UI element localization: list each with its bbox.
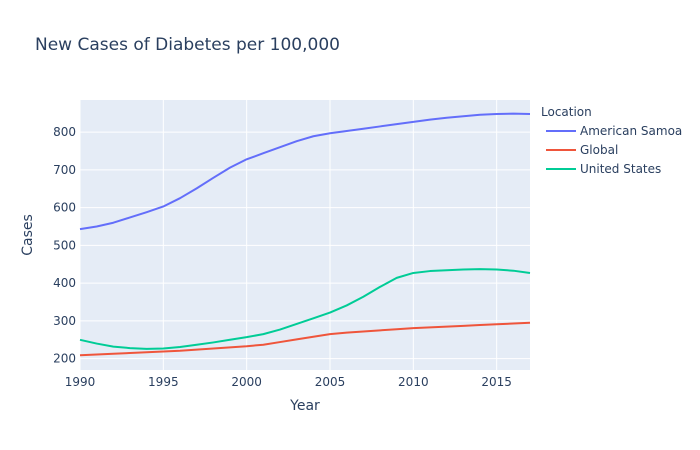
plot-area xyxy=(80,100,530,370)
y-axis-title: Cases xyxy=(20,214,36,256)
series-line-united-states xyxy=(79,268,531,350)
series-line-american-samoa xyxy=(79,112,531,231)
series-lines xyxy=(79,112,531,357)
legend-label: American Samoa xyxy=(580,124,682,138)
y-tick-label: 300 xyxy=(53,314,76,328)
series-line-global xyxy=(79,321,531,357)
x-tick-label: 2015 xyxy=(481,375,512,389)
y-tick-label: 800 xyxy=(53,125,76,139)
legend-label: United States xyxy=(580,162,661,176)
y-tick-label: 400 xyxy=(53,276,76,290)
legend[interactable]: Location American Samoa Global United Stat… xyxy=(541,105,682,176)
x-tick-label: 2005 xyxy=(315,375,346,389)
y-axis-ticks: 200 300 400 500 600 700 800 xyxy=(53,125,76,366)
legend-item-american-samoa[interactable]: American Samoa xyxy=(546,124,682,138)
legend-title: Location xyxy=(541,105,592,119)
gridlines xyxy=(79,100,530,370)
y-tick-label: 500 xyxy=(53,238,76,252)
legend-label: Global xyxy=(580,143,618,157)
x-tick-label: 2010 xyxy=(398,375,429,389)
legend-item-global[interactable]: Global xyxy=(546,143,618,157)
x-axis-ticks: 1990 1995 2000 2005 2010 2015 xyxy=(65,375,512,389)
x-tick-label: 1995 xyxy=(148,375,179,389)
y-tick-label: 600 xyxy=(53,201,76,215)
y-tick-label: 200 xyxy=(53,352,76,366)
x-tick-label: 2000 xyxy=(231,375,262,389)
chart-title: New Cases of Diabetes per 100,000 xyxy=(35,35,340,55)
x-axis-title: Year xyxy=(289,398,320,414)
x-tick-label: 1990 xyxy=(65,375,96,389)
legend-item-united-states[interactable]: United States xyxy=(546,162,661,176)
y-tick-label: 700 xyxy=(53,163,76,177)
